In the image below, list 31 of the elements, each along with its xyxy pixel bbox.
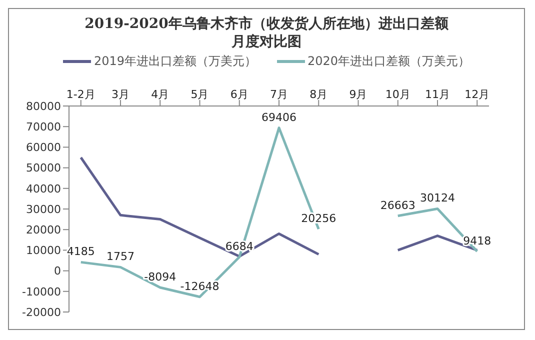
y-tick-label: -10000 <box>22 285 61 298</box>
x-tick-label: 5月 <box>190 88 209 101</box>
data-label: 4185 <box>66 245 95 258</box>
y-tick-label: 40000 <box>26 182 61 196</box>
x-tick-label: 3月 <box>112 88 130 101</box>
x-tick-label: 8月 <box>310 88 328 101</box>
legend-label: 2020年进出口差额（万美元） <box>308 53 470 70</box>
y-tick-label: -20000 <box>22 306 61 319</box>
data-label: -8094 <box>144 270 176 284</box>
x-tick-label: 1-2月 <box>66 88 96 101</box>
data-label: 30124 <box>420 192 455 205</box>
y-tick-label: 60000 <box>26 141 61 154</box>
data-label: 26663 <box>380 198 416 212</box>
x-tick-label: 4月 <box>151 88 170 101</box>
y-tick-label: 0 <box>54 264 61 278</box>
y-tick-label: 20000 <box>26 224 61 237</box>
legend-label: 2019年进出口差额（万美元） <box>94 53 256 70</box>
x-tick-label: 7月 <box>270 88 288 101</box>
y-tick-label: 10000 <box>26 244 61 258</box>
y-tick-label: 30000 <box>26 202 61 216</box>
x-tick-label: 10月 <box>385 88 410 101</box>
data-label: 1757 <box>106 250 135 264</box>
data-label: 69406 <box>262 110 296 124</box>
x-tick-label: 9月 <box>349 88 368 101</box>
y-tick-label: 50000 <box>26 162 61 175</box>
chart-title: 2019-2020年乌鲁木齐市（收发货人所在地）进出口差额月度对比图 <box>84 15 450 51</box>
y-tick-label: 70000 <box>26 120 61 134</box>
y-tick-label: 80000 <box>26 100 61 113</box>
x-tick-label: 6月 <box>230 88 248 101</box>
x-tick-label: 12月 <box>464 88 490 101</box>
x-tick-label: 11月 <box>424 88 450 101</box>
